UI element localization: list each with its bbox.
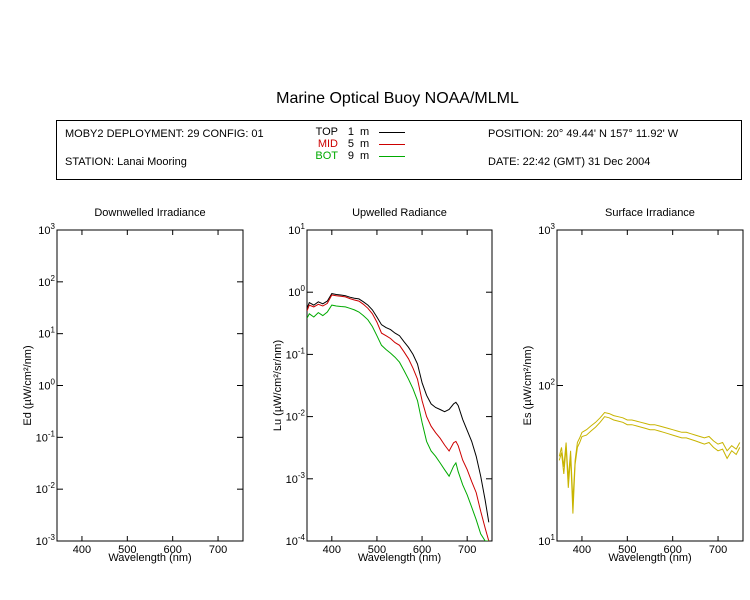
chart-panel-3: Surface Irradiance 400 500 600 700 Wavelength… [522,207,744,564]
legend-depth: 9 [347,150,354,162]
legend-label: TOP [315,126,338,138]
page-title: Marine Optical Buoy NOAA/MLML [276,90,519,107]
metadata-box: MOBY2 DEPLOYMENT: 29 CONFIG: 01 STATION:… [56,120,742,180]
date-text: DATE: 22:42 (GMT) 31 Dec 2004 [488,156,651,168]
x-tick-label: 500 [118,544,136,556]
station-text: STATION: Lanai Mooring [65,156,187,168]
series-line-2 [558,416,741,514]
x-tick-label: 500 [368,544,386,556]
x-axis-label: Wavelength (nm) [358,552,441,564]
x-tick-label: 600 [164,544,182,556]
deployment-text: MOBY2 DEPLOYMENT: 29 CONFIG: 01 [65,128,264,140]
plot-frame [306,229,493,542]
legend-label: MID [317,138,338,150]
series-line-top [307,293,490,523]
y-tick-label: 103 [38,222,55,237]
y-tick-label: 100 [38,378,55,393]
series-line-bot [307,304,489,541]
y-tick-label: 102 [38,274,55,289]
legend-unit: m [360,138,370,150]
x-tick-label: 400 [73,544,91,556]
plot-frame [556,229,744,542]
chart-title: Upwelled Radiance [352,207,447,219]
x-tick-label: 700 [458,544,476,556]
legend-line [379,132,405,133]
chart-panel-2: Upwelled Radiance 400 500 600 700 Wavelength … [272,207,493,564]
y-tick-label: 10-3 [286,471,306,486]
series-line-1 [558,411,741,502]
chart-title: Downwelled Irradiance [94,207,205,219]
y-tick-label: 103 [538,222,555,237]
position-text: POSITION: 20° 49.44' N 157° 11.92' W [488,128,679,140]
x-tick-label: 700 [209,544,227,556]
legend-unit: m [360,126,370,138]
y-axis-label: Lu (µW/cm²/sr/nm) [272,340,284,431]
legend-line [379,144,405,145]
y-tick-label: 101 [538,533,555,548]
legend-depth: 1 [347,126,354,138]
y-tick-label: 10-2 [286,409,306,424]
x-tick-label: 700 [709,544,727,556]
legend-depth: 5 [347,138,354,150]
y-tick-label: 10-2 [36,481,56,496]
x-tick-label: 400 [323,544,341,556]
x-tick-label: 600 [413,544,431,556]
legend-unit: m [360,150,370,162]
y-tick-label: 100 [288,284,305,299]
y-tick-label: 10-4 [286,533,306,548]
y-axis-label: Ed (µW/cm²/nm) [22,345,34,425]
y-tick-label: 10-1 [286,346,306,361]
x-tick-label: 400 [573,544,591,556]
x-axis-label: Wavelength (nm) [608,552,691,564]
plot-frame [56,229,244,542]
x-axis-label: Wavelength (nm) [108,552,191,564]
y-axis-label: Es (µW/cm²/nm) [522,346,534,426]
chart-panel-1: Downwelled Irradiance 400 500 600 700 Wavelen… [22,207,244,564]
y-tick-label: 101 [288,222,305,237]
legend-line [379,156,405,157]
y-tick-label: 101 [38,326,55,341]
chart-title: Surface Irradiance [605,207,695,219]
series-line-mid [307,294,490,541]
x-tick-label: 600 [664,544,682,556]
x-tick-label: 500 [618,544,636,556]
y-tick-label: 10-1 [36,429,56,444]
y-tick-label: 10-3 [36,533,56,548]
legend-label: BOT [315,150,338,162]
y-tick-label: 102 [538,378,555,393]
